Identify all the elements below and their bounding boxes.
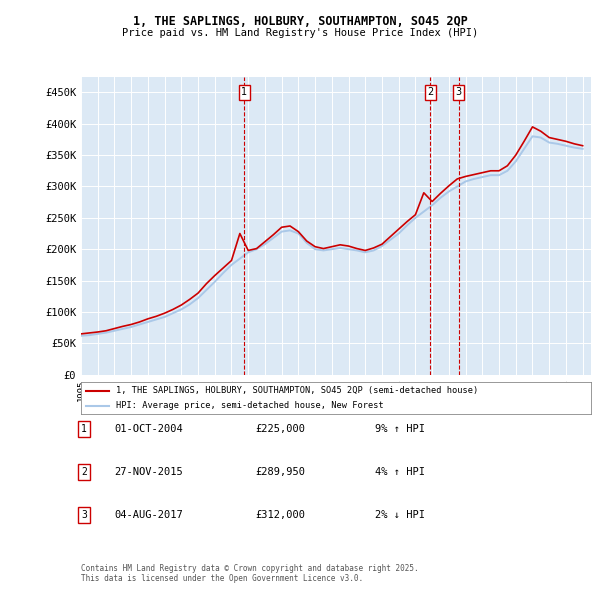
- Text: Contains HM Land Registry data © Crown copyright and database right 2025.
This d: Contains HM Land Registry data © Crown c…: [81, 563, 419, 583]
- Text: 9% ↑ HPI: 9% ↑ HPI: [375, 424, 425, 434]
- Text: £312,000: £312,000: [255, 510, 305, 520]
- Text: Price paid vs. HM Land Registry's House Price Index (HPI): Price paid vs. HM Land Registry's House …: [122, 28, 478, 38]
- Text: 1: 1: [241, 87, 247, 97]
- Text: 04-AUG-2017: 04-AUG-2017: [114, 510, 183, 520]
- Text: £225,000: £225,000: [255, 424, 305, 434]
- Text: 2: 2: [427, 87, 434, 97]
- Text: 2: 2: [81, 467, 87, 477]
- Text: 2% ↓ HPI: 2% ↓ HPI: [375, 510, 425, 520]
- Text: HPI: Average price, semi-detached house, New Forest: HPI: Average price, semi-detached house,…: [116, 401, 383, 410]
- Text: 4% ↑ HPI: 4% ↑ HPI: [375, 467, 425, 477]
- Text: £289,950: £289,950: [255, 467, 305, 477]
- Text: 1, THE SAPLINGS, HOLBURY, SOUTHAMPTON, SO45 2QP (semi-detached house): 1, THE SAPLINGS, HOLBURY, SOUTHAMPTON, S…: [116, 386, 478, 395]
- Text: 1, THE SAPLINGS, HOLBURY, SOUTHAMPTON, SO45 2QP: 1, THE SAPLINGS, HOLBURY, SOUTHAMPTON, S…: [133, 15, 467, 28]
- Text: 3: 3: [455, 87, 461, 97]
- Text: 1: 1: [81, 424, 87, 434]
- Text: 3: 3: [81, 510, 87, 520]
- Text: 27-NOV-2015: 27-NOV-2015: [114, 467, 183, 477]
- Text: 01-OCT-2004: 01-OCT-2004: [114, 424, 183, 434]
